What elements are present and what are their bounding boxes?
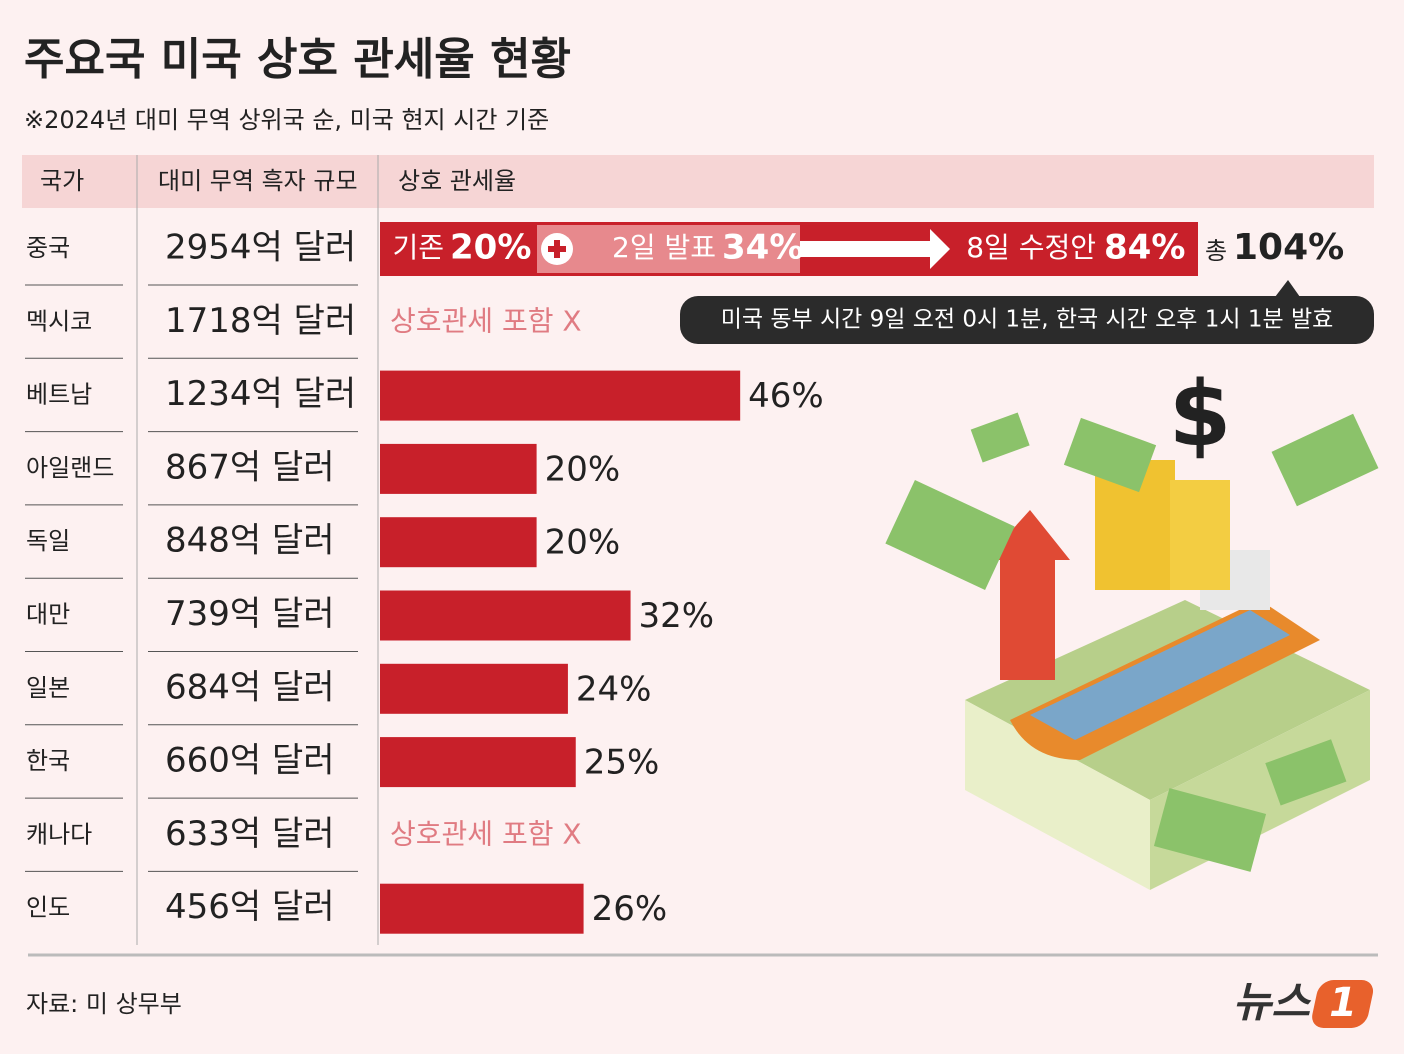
surplus-label: 2954억 달러 [165,228,356,268]
value-label: 20% [545,449,621,489]
surplus-label: 867억 달러 [165,447,335,487]
surplus-label: 739억 달러 [165,594,335,634]
segment-label: 20% [450,228,531,268]
china-segment [537,225,800,273]
logo-badge [1312,980,1374,1028]
value-label: 상호관세 포함 X [390,817,582,850]
country-label: 아일랜드 [26,454,114,482]
logo-mark: 1 [1329,980,1357,1026]
segment-label: 84% [1104,228,1185,268]
country-label: 일본 [26,674,70,702]
note: 미국 동부 시간 9일 오전 0시 1분, 한국 시간 오후 1시 1분 발효 [721,307,1334,333]
bar [380,663,568,714]
country-label: 베트남 [26,381,92,409]
bar [380,590,631,641]
value-label: 20% [545,523,621,563]
column-header: 상호 관세율 [398,167,516,195]
bar [380,370,741,421]
surplus-label: 848억 달러 [165,521,335,561]
title: 주요국 미국 상호 관세율 현황 [24,34,571,85]
country-label: 한국 [26,747,70,775]
surplus-label: 456억 달러 [165,887,335,927]
segment-name: 2일 발표 [612,231,716,264]
illustration: $ [885,362,1379,890]
subtitle: ※2024년 대미 무역 상위국 순, 미국 현지 시간 기준 [24,106,549,134]
note-pointer [1275,280,1300,297]
value-label: 32% [639,596,715,636]
value-label: 24% [576,669,652,709]
bar [380,517,537,568]
bar [380,737,576,788]
country-label: 멕시코 [26,307,92,335]
value-label: 25% [584,743,660,783]
arrow [800,229,950,269]
segment-label: 34% [722,228,803,268]
value-label: 상호관세 포함 X [390,304,582,337]
segment-name: 기존 [392,231,444,264]
bar [380,443,537,494]
country-label: 인도 [26,894,70,922]
surplus-label: 684억 달러 [165,667,335,707]
source: 자료: 미 상무부 [26,990,182,1018]
country-label: 중국 [26,234,70,262]
bar [380,883,584,934]
surplus-label: 660억 달러 [165,741,335,781]
segment-name: 8일 수정안 [966,231,1096,264]
header-band [22,155,1374,208]
column-header: 대미 무역 흑자 규모 [158,167,358,195]
value-label: 26% [592,889,668,929]
note-bubble [680,296,1374,344]
china-segment [380,225,537,273]
total-label: 104% [1233,227,1344,268]
country-label: 대만 [26,601,70,629]
column-header: 국가 [40,167,84,195]
plus-icon [554,240,560,258]
value-label: 46% [748,376,824,416]
surplus-label: 633억 달러 [165,814,335,854]
country-label: 캐나다 [26,820,92,848]
surplus-label: 1718억 달러 [165,301,356,341]
svg-text:$: $ [1169,362,1232,467]
country-label: 독일 [26,527,70,555]
total-name: 총 [1205,237,1227,265]
surplus-label: 1234억 달러 [165,374,356,414]
logo-text: 뉴스 [1233,978,1312,1027]
